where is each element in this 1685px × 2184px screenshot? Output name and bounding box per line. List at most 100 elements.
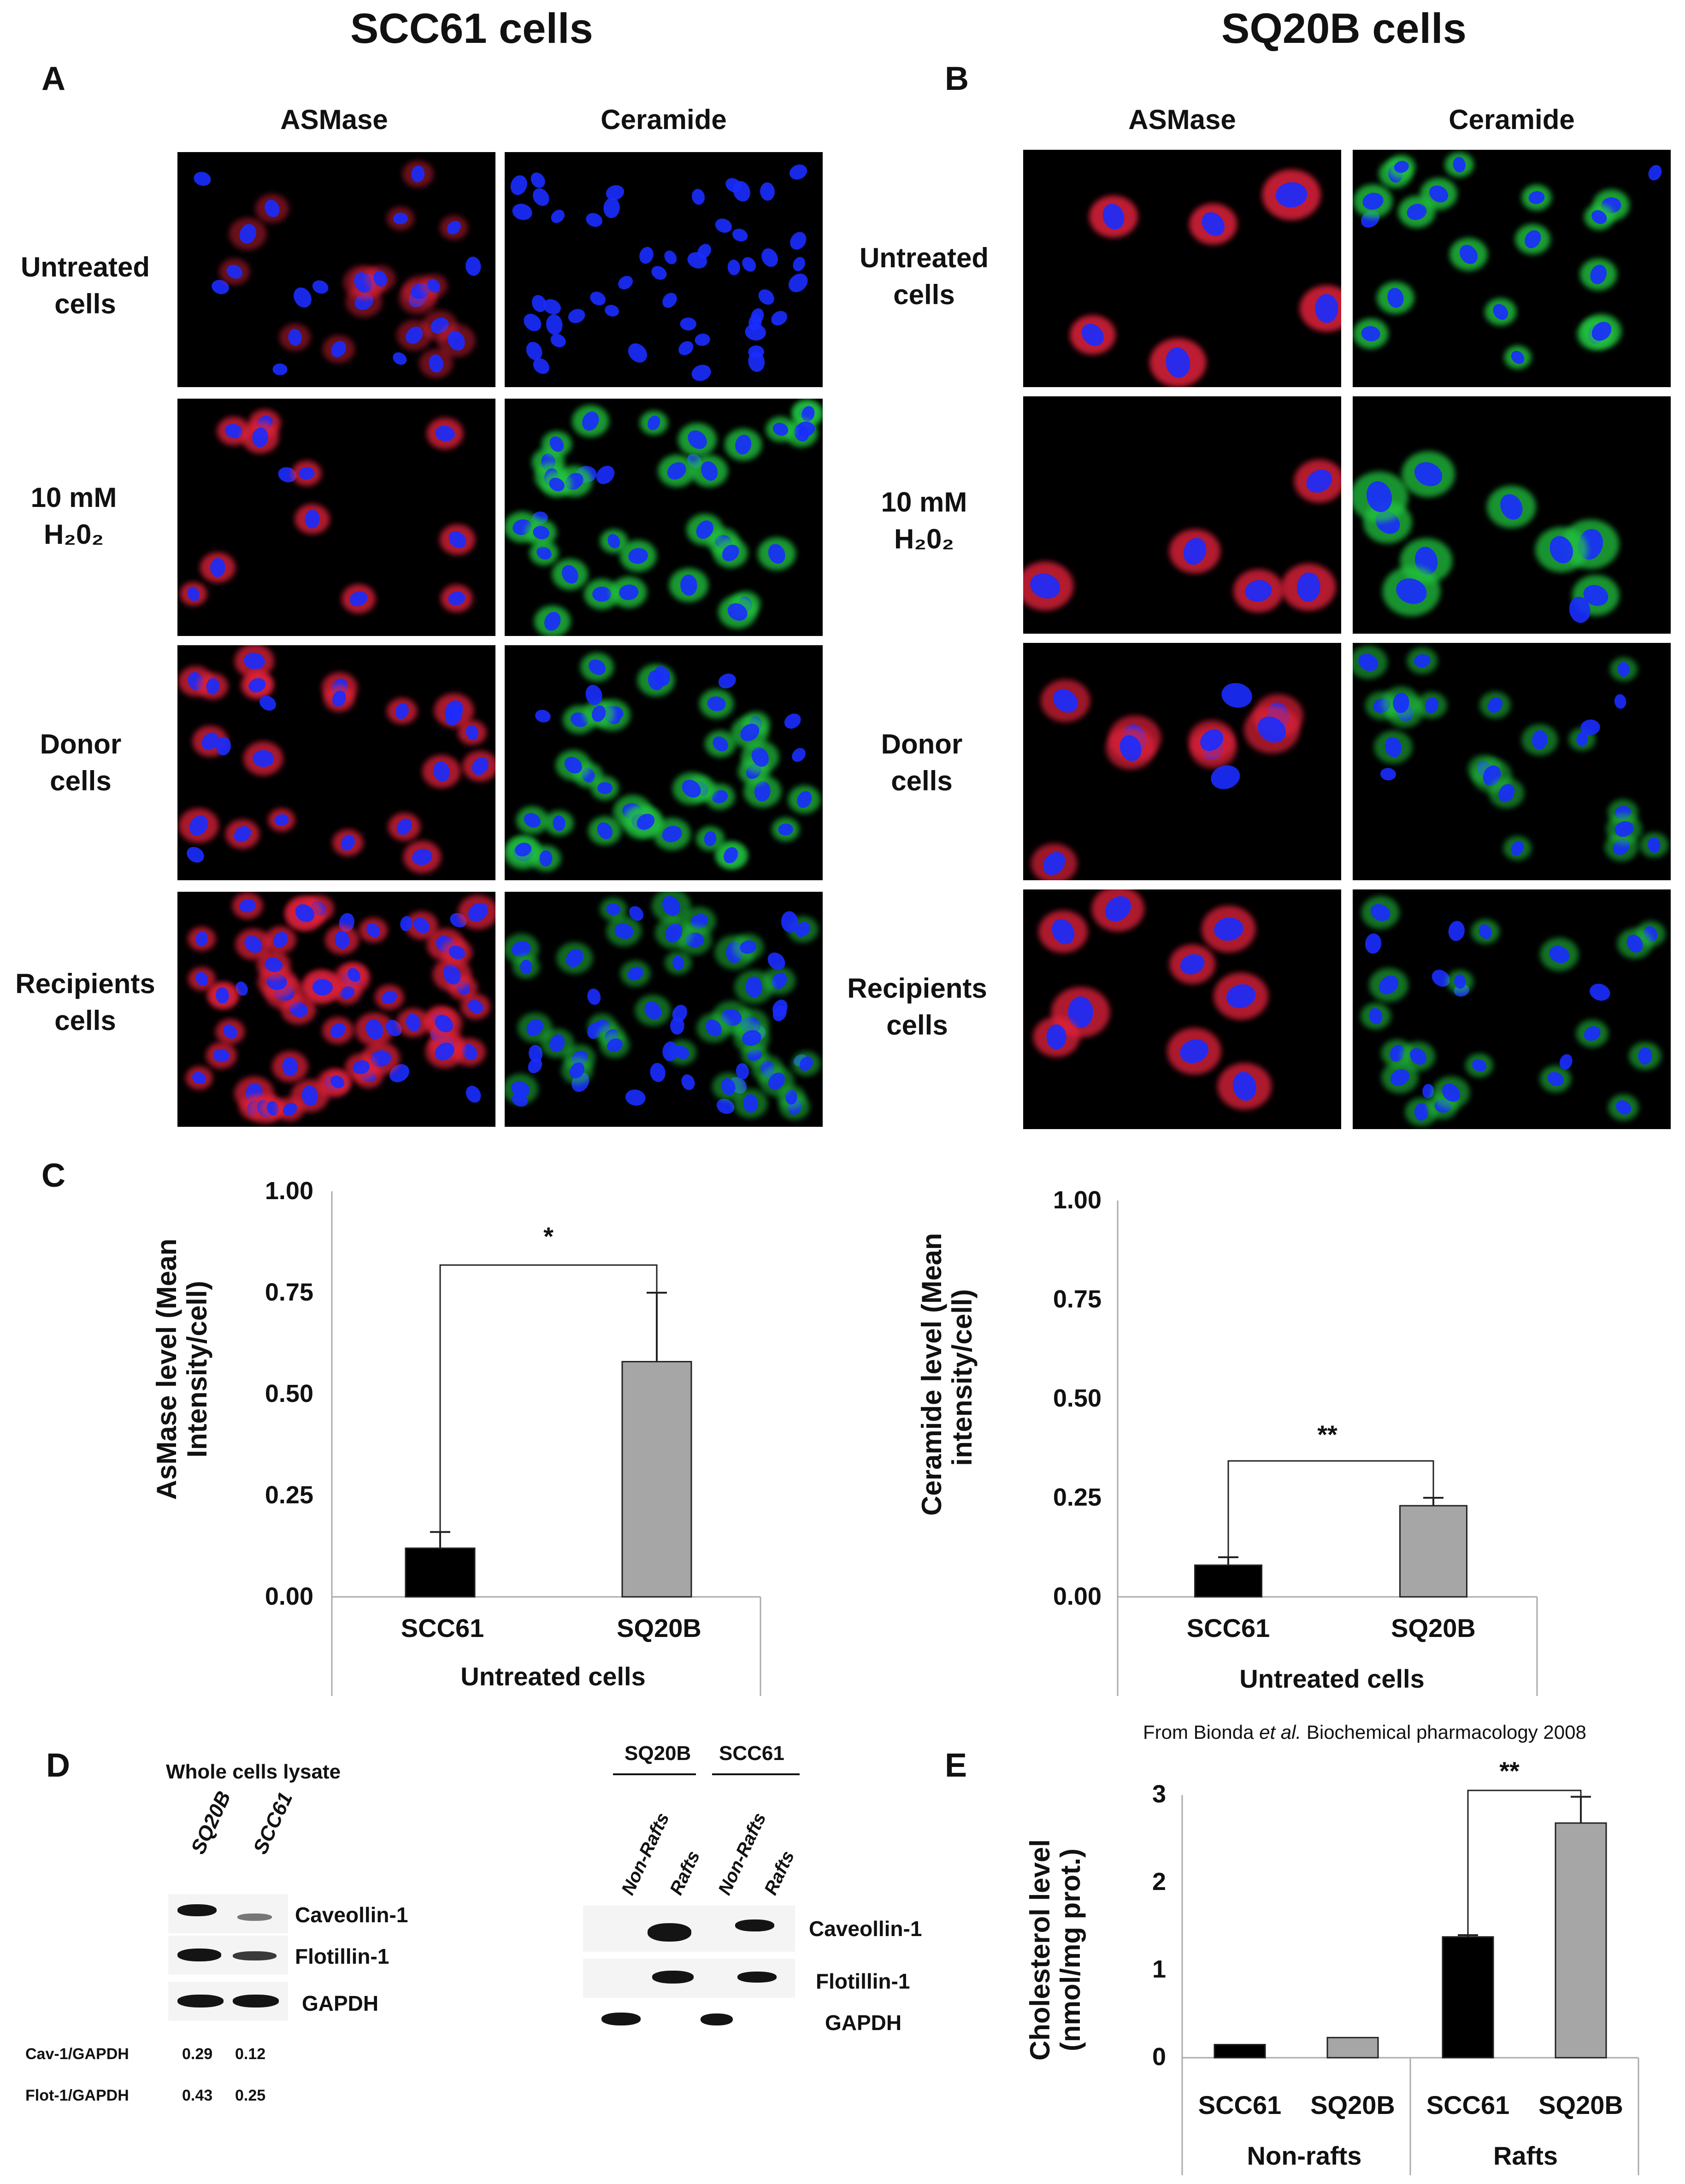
- chart-ceramide-significance: **: [1317, 1420, 1337, 1449]
- bar: [1399, 1505, 1467, 1598]
- panel-label-c: C: [41, 1157, 65, 1194]
- chart-asmase-xtick-scc61: SCC61: [401, 1613, 484, 1642]
- col-header-asmase-b: ASMase: [1128, 104, 1236, 135]
- row-label-b-untreated: Untreated cells: [859, 242, 989, 310]
- western-whole-band-flotillin: Flotillin-1: [295, 1944, 389, 1968]
- bar: [1194, 1564, 1262, 1598]
- ratio-flot-label: Flot-1/GAPDH: [25, 2087, 129, 2104]
- col-header-ceramide-a: Ceramide: [601, 104, 727, 135]
- chart-cholesterol-xtick: SCC61: [1426, 2090, 1510, 2119]
- ratio-flot-sq20b: 0.43: [182, 2087, 213, 2104]
- significance-bracket: [1467, 1790, 1582, 1935]
- micrograph-a-asmase-recipients: [177, 892, 495, 1127]
- blot-whole-gapdh: [168, 1982, 288, 2021]
- chart-asmase-ytick: 0.75: [265, 1278, 313, 1306]
- micrograph-b-asmase-donor: [1023, 643, 1341, 880]
- western-whole-title: Whole cells lysate: [166, 1760, 341, 1783]
- western-rafts-group-line: [712, 1773, 800, 1775]
- western-whole-band-gapdh: GAPDH: [302, 1991, 379, 2015]
- chart-asmase-xlabel: Untreated cells: [460, 1662, 646, 1691]
- chart-asmase-ytick: 0.00: [265, 1583, 313, 1610]
- chart-cholesterol-significance: **: [1499, 1756, 1520, 1785]
- row-label-b-donor: Donor cells: [881, 729, 963, 796]
- chart-asmase-ytick: 1.00: [265, 1177, 313, 1205]
- western-whole-band-caveolin: Caveollin-1: [295, 1903, 408, 1927]
- panel-label-d: D: [46, 1747, 70, 1784]
- chart-ceramide-ytick: 1.00: [1053, 1186, 1102, 1214]
- chart-cholesterol-ytick: 2: [1152, 1868, 1166, 1896]
- blot-rafts-caveolin: [583, 1906, 795, 1952]
- bar: [405, 1547, 476, 1598]
- col-header-ceramide-b: Ceramide: [1449, 104, 1575, 135]
- chart-cholesterol-group-rafts: Rafts: [1493, 2141, 1558, 2170]
- row-label-b-h2o2: 10 mM H₂0₂: [881, 487, 967, 554]
- micrograph-b-asmase-untreated: [1023, 150, 1341, 387]
- col-header-asmase-a: ASMase: [280, 104, 388, 135]
- significance-bracket: [1227, 1460, 1434, 1557]
- blot-rafts-gapdh: [583, 2002, 795, 2042]
- chart-ceramide-ytick: 0.00: [1053, 1583, 1102, 1610]
- chart-cholesterol-ytick: 3: [1152, 1780, 1166, 1808]
- western-rafts-band-flotillin: Flotillin-1: [816, 1969, 910, 1993]
- panel-label-b: B: [945, 60, 969, 97]
- chart-ceramide-ytick: 0.50: [1053, 1384, 1102, 1412]
- western-rafts-band-caveolin: Caveollin-1: [809, 1917, 922, 1941]
- blot-whole-flotillin: [168, 1936, 288, 1975]
- ratio-cav-scc61: 0.12: [235, 2045, 266, 2063]
- western-rafts-group-sq20b: SQ20B: [625, 1742, 691, 1765]
- blot-whole-caveolin: [168, 1894, 288, 1933]
- row-label-a-h2o2: 10 mM H₂0₂: [30, 482, 117, 550]
- chart-cholesterol-group-nonrafts: Non-rafts: [1247, 2141, 1362, 2170]
- chart-ceramide-xtick-scc61: SCC61: [1186, 1613, 1270, 1642]
- micrograph-b-ceramide-recipients: [1353, 889, 1671, 1129]
- chart-ceramide-xlabel: Untreated cells: [1239, 1664, 1425, 1693]
- blot-rafts-flotillin: [583, 1959, 795, 1998]
- chart-asmase-ytick: 0.50: [265, 1380, 313, 1407]
- micrograph-a-ceramide-donor: [505, 645, 823, 880]
- chart-cholesterol-xtick: SCC61: [1198, 2090, 1282, 2119]
- ratio-cav-label: Cav-1/GAPDH: [25, 2045, 129, 2063]
- chart-cholesterol-ytick: 1: [1152, 1955, 1166, 1983]
- micrograph-a-asmase-untreated: [177, 152, 495, 387]
- significance-bracket: [439, 1264, 658, 1532]
- title-scc61: SCC61 cells: [350, 5, 593, 52]
- chart-ceramide-ytick: 0.75: [1053, 1285, 1102, 1313]
- chart-cholesterol-xtick: SQ20B: [1538, 2090, 1623, 2119]
- ratio-flot-scc61: 0.25: [235, 2087, 266, 2104]
- western-rafts-group-line: [613, 1773, 696, 1775]
- micrograph-a-ceramide-h2o2: [505, 399, 823, 636]
- micrograph-b-asmase-h2o2: [1023, 396, 1341, 634]
- micrograph-a-asmase-h2o2: [177, 399, 495, 636]
- panel-label-a: A: [41, 60, 65, 97]
- bar: [1326, 2037, 1379, 2059]
- western-rafts-band-gapdh: GAPDH: [825, 2011, 902, 2035]
- bar: [1442, 1936, 1494, 2059]
- chart-cholesterol-xtick: SQ20B: [1310, 2090, 1395, 2119]
- western-rafts-group-scc61: SCC61: [719, 1742, 784, 1765]
- title-sq20b: SQ20B cells: [1221, 5, 1467, 52]
- chart-asmase-significance: *: [543, 1222, 554, 1251]
- row-label-a-donor: Donor cells: [40, 729, 122, 796]
- ratio-cav-sq20b: 0.29: [182, 2045, 213, 2063]
- chart-ceramide-xtick-sq20b: SQ20B: [1391, 1613, 1476, 1642]
- chart-asmase-ytick: 0.25: [265, 1481, 313, 1509]
- micrograph-b-ceramide-untreated: [1353, 150, 1671, 387]
- source-note: From Bionda et al. Biochemical pharmacol…: [1143, 1721, 1586, 1743]
- micrograph-a-ceramide-recipients: [505, 892, 823, 1127]
- row-label-a-untreated: Untreated cells: [20, 252, 150, 319]
- row-label-a-recipients: Recipients cells: [15, 968, 155, 1036]
- micrograph-a-asmase-donor: [177, 645, 495, 880]
- panel-label-e: E: [945, 1747, 967, 1784]
- chart-asmase-xtick-sq20b: SQ20B: [617, 1613, 701, 1642]
- micrograph-b-ceramide-h2o2: [1353, 396, 1671, 634]
- micrograph-a-ceramide-untreated: [505, 152, 823, 387]
- bar: [621, 1361, 692, 1598]
- bar: [1555, 1822, 1607, 2059]
- bar: [1214, 2044, 1266, 2059]
- micrograph-b-ceramide-donor: [1353, 643, 1671, 880]
- row-label-b-recipients: Recipients cells: [847, 973, 987, 1041]
- chart-ceramide-ytick: 0.25: [1053, 1483, 1102, 1511]
